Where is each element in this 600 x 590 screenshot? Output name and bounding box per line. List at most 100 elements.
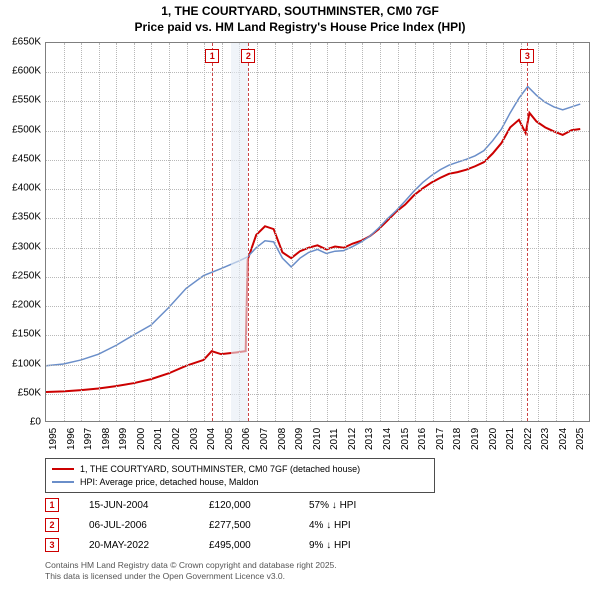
gridline-v (450, 43, 451, 421)
gridline-v (64, 43, 65, 421)
gridline-v (292, 43, 293, 421)
gridline-v (187, 43, 188, 421)
gridline-h (46, 189, 589, 190)
x-tick-label: 2000 (136, 428, 147, 450)
y-axis: £0£50K£100K£150K£200K£250K£300K£350K£400… (0, 42, 43, 422)
gridline-h (46, 248, 589, 249)
transaction-date: 06-JUL-2006 (89, 520, 179, 531)
x-axis: 1995199619971998199920002001200220032004… (45, 424, 590, 454)
x-tick-label: 2011 (329, 428, 340, 450)
gridline-v (538, 43, 539, 421)
gridline-v (503, 43, 504, 421)
x-tick-label: 1997 (83, 428, 94, 450)
gridline-v (151, 43, 152, 421)
x-tick-label: 2007 (259, 428, 270, 450)
gridline-v (345, 43, 346, 421)
title-line-1: 1, THE COURTYARD, SOUTHMINSTER, CM0 7GF (0, 4, 600, 20)
transaction-date: 20-MAY-2022 (89, 540, 179, 551)
x-tick-label: 2005 (224, 428, 235, 450)
transaction-diff: 57% ↓ HPI (309, 500, 399, 511)
gridline-v (81, 43, 82, 421)
gridline-v (468, 43, 469, 421)
y-tick-label: £50K (18, 387, 41, 398)
transaction-price: £495,000 (209, 540, 279, 551)
title-line-2: Price paid vs. HM Land Registry's House … (0, 20, 600, 36)
x-tick-label: 2004 (206, 428, 217, 450)
gridline-v (521, 43, 522, 421)
gridline-h (46, 101, 589, 102)
x-tick-label: 1995 (48, 428, 59, 450)
gridline-v (573, 43, 574, 421)
y-tick-label: £600K (12, 66, 41, 77)
transaction-row-marker: 2 (45, 518, 59, 532)
y-tick-label: £0 (30, 417, 41, 428)
x-tick-label: 2022 (523, 428, 534, 450)
transaction-diff: 9% ↓ HPI (309, 540, 399, 551)
transaction-price: £120,000 (209, 500, 279, 511)
x-tick-label: 2003 (189, 428, 200, 450)
gridline-h (46, 218, 589, 219)
transaction-line (248, 43, 249, 421)
x-tick-label: 2015 (400, 428, 411, 450)
gridline-v (327, 43, 328, 421)
legend-label-property: 1, THE COURTYARD, SOUTHMINSTER, CM0 7GF … (80, 463, 360, 476)
x-tick-label: 1998 (101, 428, 112, 450)
gridline-v (362, 43, 363, 421)
y-tick-label: £250K (12, 270, 41, 281)
gridline-h (46, 365, 589, 366)
gridline-h (46, 131, 589, 132)
gridline-v (415, 43, 416, 421)
y-tick-label: £400K (12, 183, 41, 194)
gridline-v (275, 43, 276, 421)
transaction-line (527, 43, 528, 421)
y-tick-label: £150K (12, 329, 41, 340)
transaction-line (212, 43, 213, 421)
y-tick-label: £500K (12, 124, 41, 135)
x-tick-label: 2020 (488, 428, 499, 450)
transaction-marker: 3 (520, 49, 534, 63)
x-tick-label: 2019 (470, 428, 481, 450)
y-tick-label: £650K (12, 37, 41, 48)
x-tick-label: 2025 (575, 428, 586, 450)
series-hpi (46, 87, 580, 366)
y-tick-label: £100K (12, 358, 41, 369)
legend-item-property: 1, THE COURTYARD, SOUTHMINSTER, CM0 7GF … (52, 463, 428, 476)
x-tick-label: 2014 (382, 428, 393, 450)
transaction-date: 15-JUN-2004 (89, 500, 179, 511)
x-tick-label: 2006 (241, 428, 252, 450)
transaction-row: 3 20-MAY-2022 £495,000 9% ↓ HPI (45, 538, 565, 552)
x-tick-label: 2002 (171, 428, 182, 450)
legend-item-hpi: HPI: Average price, detached house, Mald… (52, 476, 428, 489)
chart-container: 1, THE COURTYARD, SOUTHMINSTER, CM0 7GF … (0, 0, 600, 590)
gridline-h (46, 306, 589, 307)
x-tick-label: 2021 (505, 428, 516, 450)
transaction-row: 115-JUN-2004£120,00057% ↓ HPI (45, 498, 565, 512)
gridline-h (46, 160, 589, 161)
gridline-h (46, 72, 589, 73)
series-property (46, 113, 580, 392)
gridline-h (46, 394, 589, 395)
gridline-v (169, 43, 170, 421)
x-tick-label: 2008 (277, 428, 288, 450)
gridline-v (99, 43, 100, 421)
legend-swatch-hpi (52, 481, 74, 483)
gridline-v (257, 43, 258, 421)
transaction-price: £277,500 (209, 520, 279, 531)
gridline-v (204, 43, 205, 421)
gridline-h (46, 277, 589, 278)
gridline-v (486, 43, 487, 421)
y-tick-label: £550K (12, 95, 41, 106)
gridline-v (116, 43, 117, 421)
gridline-v (556, 43, 557, 421)
legend-label-hpi: HPI: Average price, detached house, Mald… (80, 476, 258, 489)
gridline-v (310, 43, 311, 421)
gridline-v (222, 43, 223, 421)
gridline-v (433, 43, 434, 421)
title-block: 1, THE COURTYARD, SOUTHMINSTER, CM0 7GF … (0, 0, 600, 37)
x-tick-label: 2012 (347, 428, 358, 450)
transactions-table: 115-JUN-2004£120,00057% ↓ HPI206-JUL-200… (45, 498, 565, 558)
transaction-marker: 2 (241, 49, 255, 63)
transaction-row-marker: 3 (45, 538, 59, 552)
x-tick-label: 2016 (417, 428, 428, 450)
gridline-v (134, 43, 135, 421)
